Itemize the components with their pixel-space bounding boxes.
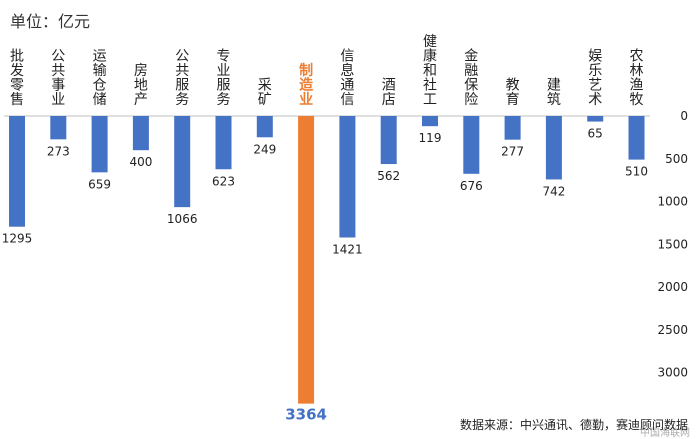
y-tick-label: 500 <box>665 152 688 166</box>
category-label: 制造业 <box>299 62 313 108</box>
value-label: 562 <box>377 169 400 183</box>
bar <box>380 116 397 165</box>
source-note: 数据来源：中兴通讯、德勤，赛迪顾问数据 <box>459 418 688 432</box>
value-label: 277 <box>501 145 524 159</box>
value-label: 3364 <box>285 406 327 424</box>
value-label: 119 <box>419 131 442 145</box>
value-label: 1421 <box>332 242 363 256</box>
value-label: 676 <box>460 179 483 193</box>
value-label: 510 <box>625 165 648 179</box>
y-tick-label: 2500 <box>657 323 688 337</box>
value-label: 273 <box>47 144 70 158</box>
bar <box>339 116 356 238</box>
category-label: 专业服务 <box>217 49 231 109</box>
category-label: 酒店 <box>382 78 396 109</box>
bar <box>50 116 67 140</box>
value-label: 1295 <box>2 232 33 246</box>
value-label: 249 <box>253 142 276 156</box>
bar <box>587 116 604 122</box>
value-label: 1066 <box>167 212 198 226</box>
bar <box>91 116 108 173</box>
category-label: 批发零售 <box>10 49 24 109</box>
bar <box>628 116 645 160</box>
y-tick-label: 0 <box>680 109 688 123</box>
value-label: 623 <box>212 174 235 188</box>
bar <box>504 116 521 140</box>
category-label: 教育 <box>506 78 520 109</box>
bar <box>463 116 480 174</box>
category-label: 金融保险 <box>464 49 478 109</box>
category-label: 公共服务 <box>175 49 189 109</box>
y-tick-label: 2000 <box>657 280 688 294</box>
bar <box>422 116 438 127</box>
category-label: 健康和社工 <box>423 34 437 108</box>
watermark: 中国海联网 <box>640 428 690 439</box>
y-tick-label: 3000 <box>657 366 688 380</box>
bar <box>9 116 25 227</box>
bar <box>174 116 191 208</box>
category-label: 娱乐艺术 <box>588 49 602 109</box>
value-label: 659 <box>88 177 111 191</box>
category-label: 运输仓储 <box>93 49 107 109</box>
category-label: 房地产 <box>134 63 148 108</box>
category-label: 信息通信 <box>340 49 354 109</box>
bar <box>298 116 315 404</box>
category-label: 采矿 <box>258 78 272 109</box>
bar <box>545 116 562 180</box>
value-label: 65 <box>588 127 603 141</box>
value-label: 400 <box>129 155 152 169</box>
bar <box>256 116 273 138</box>
bar <box>215 116 232 170</box>
category-label: 公共事业 <box>51 49 65 109</box>
value-label: 742 <box>542 184 565 198</box>
category-label: 农林渔牧 <box>630 49 644 109</box>
y-tick-label: 1500 <box>657 237 688 251</box>
bar <box>132 116 149 151</box>
unit-label: 单位：亿元 <box>10 12 91 31</box>
category-label: 建筑 <box>547 78 561 109</box>
y-tick-label: 1000 <box>657 195 688 209</box>
